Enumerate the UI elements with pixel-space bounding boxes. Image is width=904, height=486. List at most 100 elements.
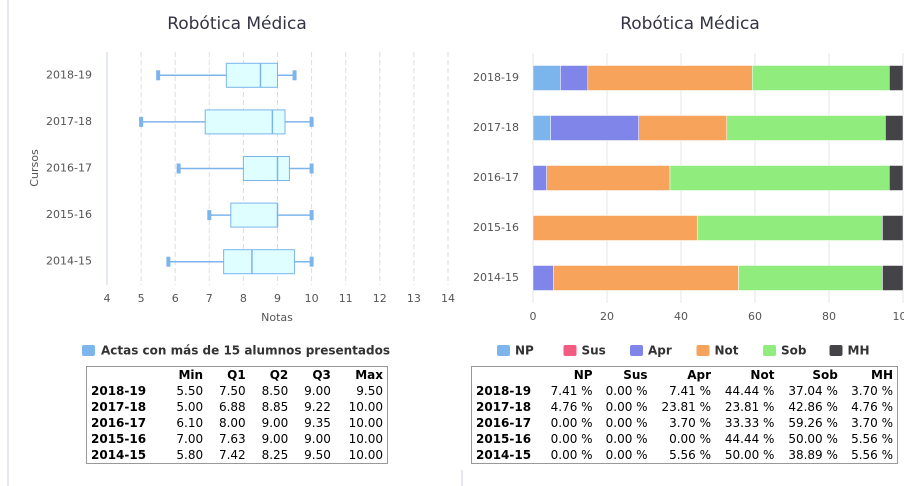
x-tick-label: 5 — [138, 292, 145, 305]
x-tick-label: 11 — [339, 292, 353, 305]
bar-segment — [532, 265, 554, 291]
table-cell: 2015-16 — [91, 432, 147, 446]
legend-label: Sob — [781, 344, 807, 358]
column-header: Max — [355, 368, 383, 382]
bar-segment — [726, 115, 886, 141]
y-tick-label: 2018-19 — [473, 71, 519, 84]
y-tick-label: 2017-18 — [473, 121, 519, 134]
table-cell: 7.63 — [218, 432, 246, 446]
bar-segment — [882, 215, 904, 241]
table-row: 2015-16 7.00 7.63 9.00 9.00 10.00 — [87, 431, 388, 447]
column-header: Apr — [687, 368, 712, 382]
table-cell: 59.26 % — [788, 416, 838, 430]
x-tick-label: 4 — [104, 292, 111, 305]
x-tick-label: 20 — [600, 310, 614, 323]
column-header: Sob — [812, 368, 838, 382]
table-cell: 7.00 — [176, 432, 204, 446]
table-cell: 7.42 — [218, 448, 246, 462]
table-cell: 7.41 % — [669, 384, 712, 398]
bar-segment — [532, 65, 561, 91]
x-tick-label: 9 — [274, 292, 281, 305]
bar-segment — [587, 65, 753, 91]
table-cell: 0.00 % — [605, 384, 648, 398]
column-header: Q3 — [312, 368, 331, 382]
table-cell: 0.00 % — [550, 416, 593, 430]
x-tick-label: 100 — [893, 310, 904, 323]
legend-label: Actas con más de 15 alumnos presentados — [101, 344, 390, 358]
table-cell: 2017-18 — [476, 400, 532, 414]
x-tick-label: 0 — [530, 310, 537, 323]
table-cell: 9.35 — [304, 416, 331, 430]
legend-label: Apr — [648, 344, 672, 358]
x-axis-title: Notas — [261, 311, 293, 324]
table-cell: 50.00 % — [724, 448, 775, 462]
table-cell: 2016-17 — [476, 416, 532, 430]
table-cell: 5.56 % — [851, 448, 893, 462]
x-tick-label: 8 — [240, 292, 247, 305]
table-cell: 8.25 — [261, 448, 289, 462]
x-tick-label: 13 — [407, 292, 421, 305]
percent-table: NP Sus Apr Not Sob MH 2018-19 7.41 % 0.00 % 7.41 … — [471, 366, 898, 464]
table-row: 2018-19 5.50 7.50 8.50 9.00 9.50 — [87, 383, 388, 399]
x-tick-label: 10 — [305, 292, 319, 305]
table-cell: 10.00 — [348, 432, 383, 446]
table-cell: 3.70 % — [851, 416, 893, 430]
box — [242, 156, 290, 181]
y-tick-label: 2014-15 — [46, 255, 92, 268]
table-cell: 0.00 % — [605, 416, 648, 430]
bar-segment — [546, 165, 671, 191]
table-cell: 9.00 — [261, 416, 289, 430]
y-tick-label: 2016-17 — [473, 171, 519, 184]
column-header — [87, 367, 165, 384]
table-cell: 23.81 % — [661, 400, 712, 414]
table-cell: 0.00 % — [605, 448, 648, 462]
bar-segment — [738, 265, 883, 291]
table-cell: 5.50 — [176, 384, 204, 398]
legend-swatch — [563, 345, 577, 356]
bar-segment — [885, 115, 904, 141]
table-row: 2017-18 4.76 % 0.00 % 23.81 % 23.81 % 42.86 %… — [472, 399, 898, 415]
table-row: NP Sus Apr Not Sob MH — [472, 367, 898, 384]
table-row: 2014-15 0.00 % 0.00 % 5.56 % 50.00 % 38.89 % 5… — [472, 447, 898, 464]
legend-label: MH — [848, 344, 870, 358]
table-cell: 42.86 % — [788, 400, 838, 414]
x-tick-label: 60 — [748, 310, 762, 323]
table-cell: 9.22 — [304, 400, 331, 414]
legend-label: Not — [715, 344, 739, 358]
table-cell: 38.89 % — [788, 448, 838, 462]
y-axis-title: Cursos — [28, 149, 41, 187]
table-cell: 2018-19 — [476, 384, 532, 398]
table-cell: 2014-15 — [476, 448, 532, 462]
table-cell: 5.80 — [176, 448, 204, 462]
table-cell: 10.00 — [348, 416, 383, 430]
table-cell: 8.85 — [261, 400, 289, 414]
stats-table: Min Q1 Q2 Q3 Max 2018-19 5.50 7.50 8.50 9.00 9.50 2… — [86, 366, 388, 464]
table-cell: 5.56 % — [669, 448, 712, 462]
column-header: MH — [871, 368, 893, 382]
table-row: 2016-17 0.00 % 0.00 % 3.70 % 33.33 % 59.26 % 3… — [472, 415, 898, 431]
table-cell: 44.44 % — [724, 384, 775, 398]
legend-swatch — [829, 345, 843, 356]
table-cell: 2017-18 — [91, 400, 147, 414]
column-header: Not — [750, 368, 775, 382]
chart-title: Robótica Médica — [167, 14, 307, 34]
bar-segment — [532, 165, 547, 191]
table-row: 2015-16 0.00 % 0.00 % 0.00 % 44.44 % 50.00 % 5… — [472, 431, 898, 447]
table-cell: 0.00 % — [605, 400, 648, 414]
table-row: 2017-18 5.00 6.88 8.85 9.22 10.00 — [87, 399, 388, 415]
table-cell: 5.56 % — [851, 432, 893, 446]
legend-label: Sus — [582, 344, 606, 358]
bar-segment — [550, 115, 639, 141]
bar-segment — [638, 115, 728, 141]
table-cell: 5.00 — [176, 400, 204, 414]
table-cell: 23.81 % — [724, 400, 775, 414]
chart-title: Robótica Médica — [620, 14, 760, 34]
table-row: 2014-15 5.80 7.42 8.25 9.50 10.00 — [87, 447, 388, 464]
legend-swatch — [630, 345, 643, 356]
table-row: 2018-19 7.41 % 0.00 % 7.41 % 44.44 % 37.04 % 3… — [472, 383, 898, 399]
bar-segment — [532, 215, 698, 241]
table-cell: 4.76 % — [851, 400, 893, 414]
table-cell: 10.00 — [348, 448, 383, 462]
table-cell: 3.70 % — [669, 416, 712, 430]
